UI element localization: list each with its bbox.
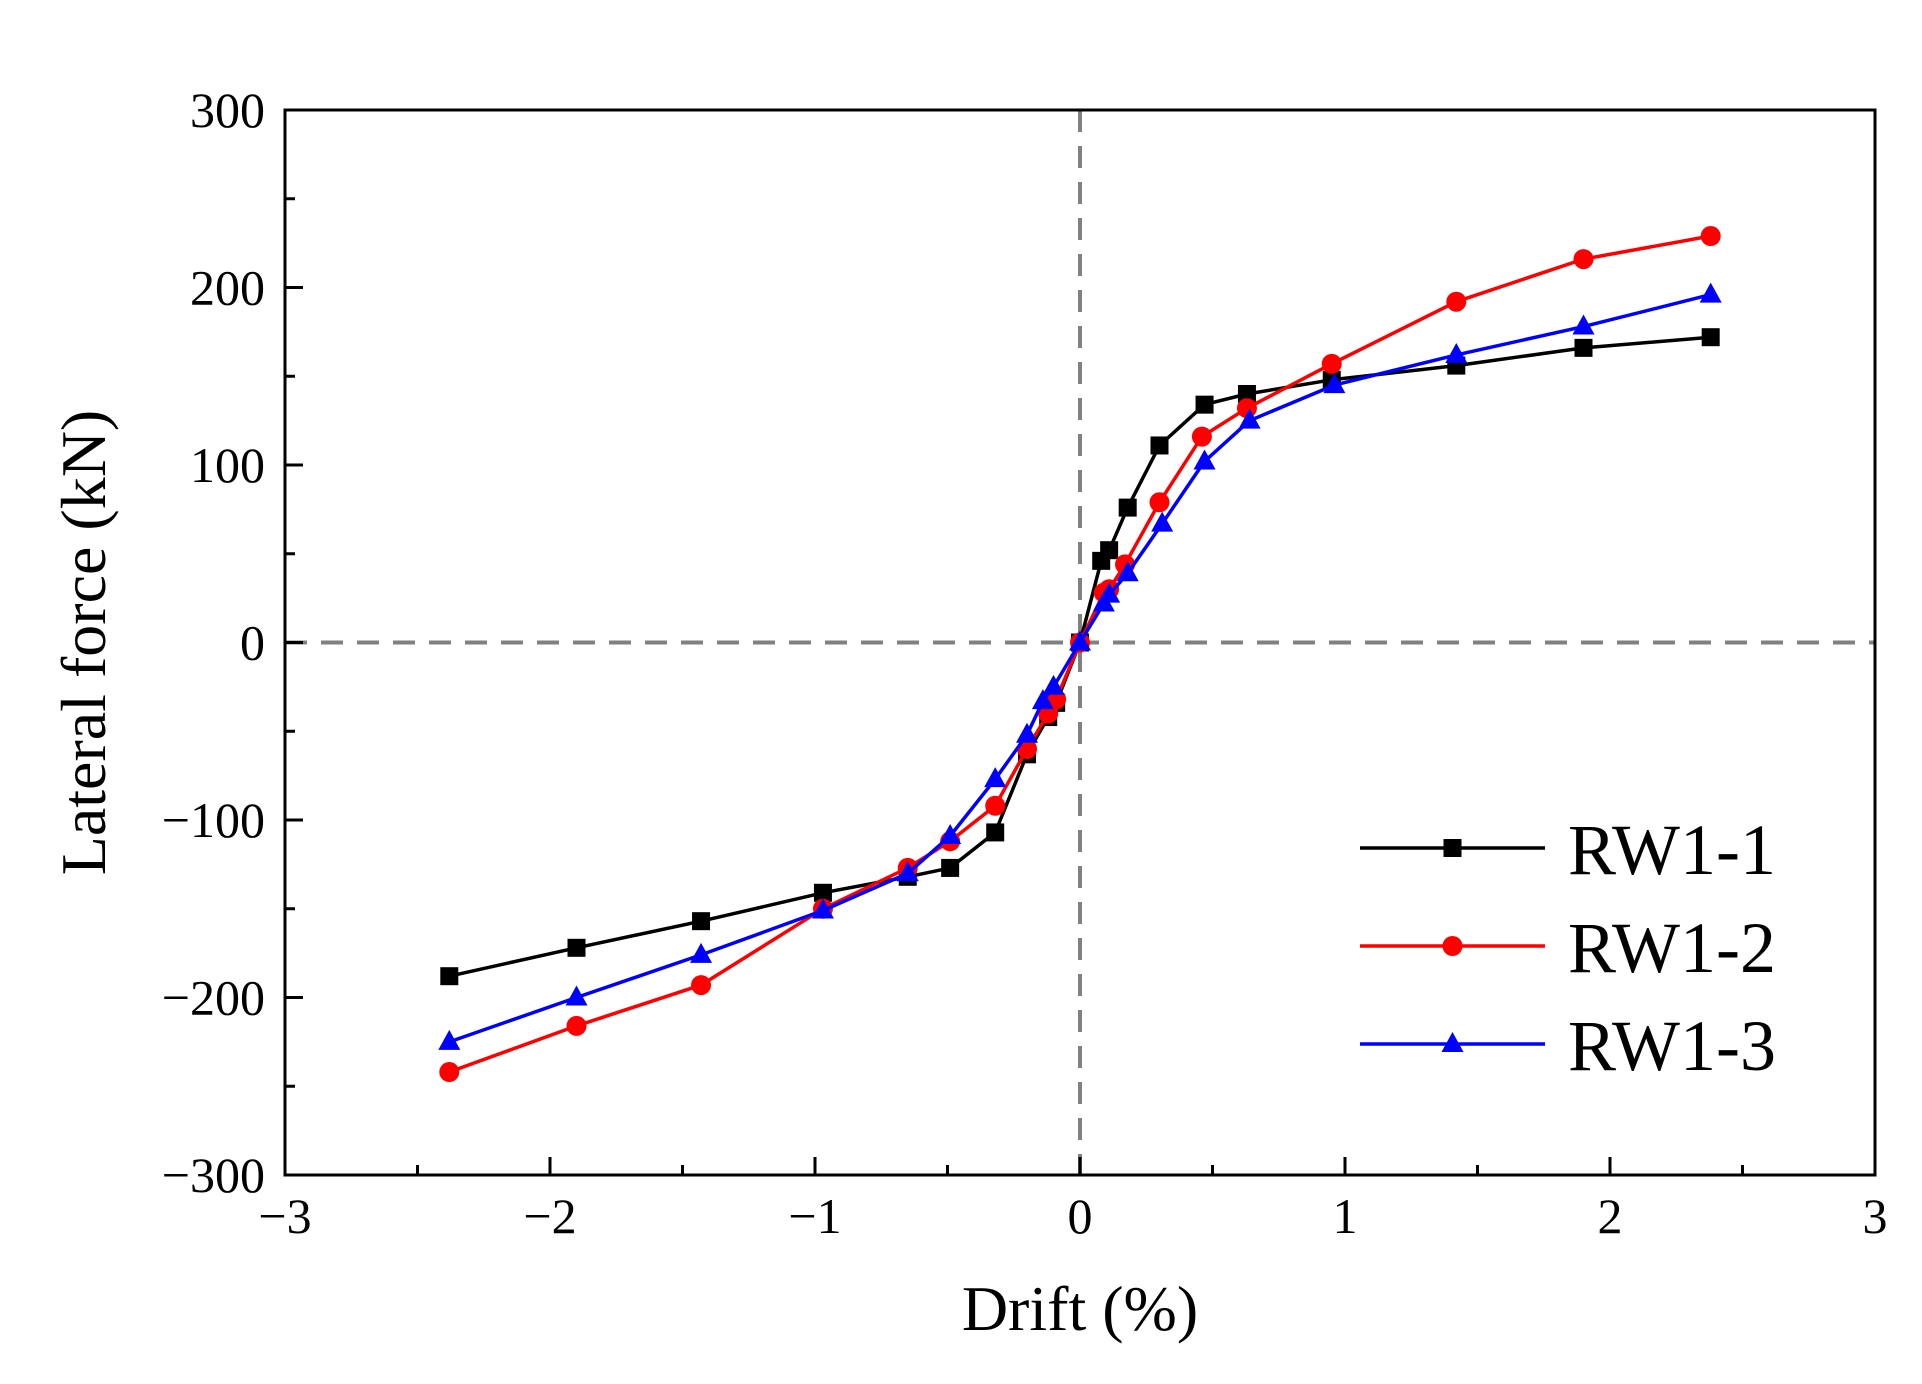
data-point <box>566 1015 587 1036</box>
legend: RW1-1 RW1-2 RW1-3 <box>1360 810 1776 1086</box>
data-point <box>896 861 919 882</box>
data-point <box>1699 282 1722 303</box>
y-tick-label: −200 <box>162 970 265 1026</box>
data-point <box>691 975 712 996</box>
data-point <box>1573 249 1594 270</box>
data-point <box>1016 722 1038 743</box>
legend-label: RW1-1 <box>1568 810 1776 890</box>
legend-label: RW1-2 <box>1568 908 1776 988</box>
data-point <box>1237 385 1256 403</box>
y-tick-label: 200 <box>190 260 265 316</box>
legend-label: RW1-3 <box>1568 1006 1776 1086</box>
x-tick-label: −2 <box>523 1188 576 1244</box>
y-tick-label: 100 <box>190 437 265 493</box>
legend-entry: RW1-3 <box>1360 1006 1776 1086</box>
legend-entry: RW1-1 <box>1360 810 1776 890</box>
x-tick-label: −1 <box>788 1188 841 1244</box>
data-point <box>567 938 586 957</box>
data-point <box>984 767 1007 788</box>
data-point <box>1118 498 1137 517</box>
data-point <box>1574 338 1593 357</box>
data-point <box>1446 291 1467 312</box>
data-point <box>438 1029 461 1050</box>
data-point <box>1116 561 1139 582</box>
data-point <box>1445 342 1468 363</box>
x-tick-label: 0 <box>1068 1188 1093 1244</box>
legend-entry: RW1-2 <box>1360 908 1776 988</box>
x-tick-label: −3 <box>258 1188 311 1244</box>
data-point <box>1572 314 1595 335</box>
y-tick-label: −300 <box>162 1147 265 1203</box>
data-point <box>939 823 962 844</box>
data-point <box>439 1062 460 1083</box>
data-point <box>1042 674 1065 695</box>
data-point <box>690 942 713 963</box>
data-point <box>1323 373 1346 394</box>
data-point <box>692 912 711 931</box>
data-point <box>440 967 459 986</box>
y-tick-label: 300 <box>190 82 265 138</box>
data-point <box>1149 492 1170 513</box>
data-point <box>811 898 834 919</box>
data-point <box>1100 541 1119 560</box>
series-rw1-3 <box>438 282 1722 1050</box>
data-point <box>565 985 588 1006</box>
legend-marker <box>1443 839 1462 857</box>
x-axis-title: Drift (%) <box>962 1273 1198 1344</box>
y-tick-label: −100 <box>162 792 265 848</box>
y-axis-title: Lateral force (kN) <box>48 410 119 875</box>
data-point <box>1191 426 1212 447</box>
x-tick-label: 1 <box>1333 1188 1358 1244</box>
data-point <box>985 795 1006 816</box>
x-tick-label: 2 <box>1598 1188 1623 1244</box>
data-point <box>1195 395 1214 414</box>
data-point <box>1150 436 1169 455</box>
data-point <box>813 883 832 902</box>
data-point <box>1193 449 1216 470</box>
data-point <box>1321 353 1342 374</box>
data-point <box>1701 328 1720 347</box>
legend-marker <box>1441 1032 1464 1052</box>
data-point <box>1700 226 1721 247</box>
data-point <box>941 858 960 877</box>
x-tick-label: 3 <box>1863 1188 1888 1244</box>
data-point <box>1031 689 1054 710</box>
axis-ticks: −3 −2 −1 0 1 2 3 −300 −200 −100 0 100 200 300 <box>162 82 1888 1244</box>
legend-marker <box>1442 936 1463 956</box>
data-point <box>1069 630 1091 651</box>
data-point <box>1098 582 1121 603</box>
series-layer <box>438 226 1722 1083</box>
y-tick-label: 0 <box>240 615 265 671</box>
data-point <box>1238 408 1261 429</box>
data-point <box>1151 511 1174 532</box>
data-point <box>986 823 1005 842</box>
